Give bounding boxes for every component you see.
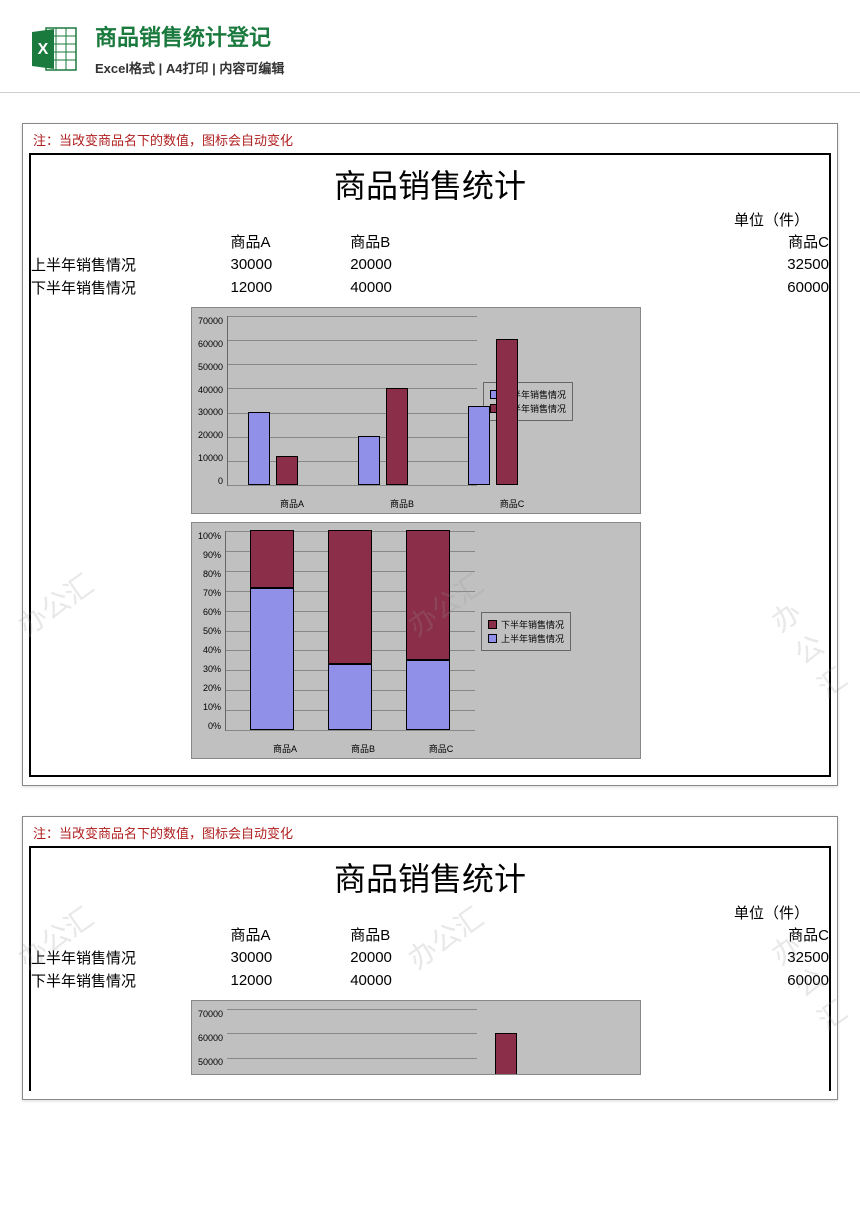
chart1-yaxis: 700006000050000400003000020000100000 xyxy=(198,316,227,486)
data-table: 商品A 商品B 商品C 上半年销售情况 30000 20000 32500 下半… xyxy=(31,230,829,299)
note-text: 注：当改变商品名下的数值，图标会自动变化 xyxy=(23,124,837,153)
data-table: 商品A 商品B 商品C 上半年销售情况 30000 20000 32500 下半… xyxy=(31,923,829,992)
note-text: 注：当改变商品名下的数值，图标会自动变化 xyxy=(23,817,837,846)
chart1-xaxis: 商品A商品B商品C xyxy=(192,494,640,513)
cell: 30000 xyxy=(231,253,351,276)
col-header: 商品B xyxy=(350,230,653,253)
unit-label: 单位（件） xyxy=(31,209,829,230)
table-header-row: 商品A 商品B 商品C xyxy=(31,230,829,253)
app-header: X 商品销售统计登记 Excel格式 | A4打印 | 内容可编辑 xyxy=(0,0,860,92)
row-label: 下半年销售情况 xyxy=(31,276,231,299)
cell: 12000 xyxy=(231,276,351,299)
chart-grouped-bar-partial: 700006000050000 xyxy=(191,1000,641,1075)
header-title: 商品销售统计登记 xyxy=(95,20,284,52)
page-2: 注：当改变商品名下的数值，图标会自动变化 商品销售统计 单位（件） 商品A 商品… xyxy=(22,816,838,1100)
cell: 60000 xyxy=(653,276,829,299)
header-meta: Excel格式 | A4打印 | 内容可编辑 xyxy=(95,58,284,77)
chart-stacked-bar: 100%90%80%70%60%50%40%30%20%10%0% 下半年销售情… xyxy=(191,522,641,759)
table-row: 下半年销售情况 12000 40000 60000 xyxy=(31,276,829,299)
chart2-plot xyxy=(225,531,475,731)
col-header: 商品C xyxy=(653,230,829,253)
chart-partial-plot xyxy=(227,1009,477,1075)
chart-grouped-bar: 700006000050000400003000020000100000 上半年… xyxy=(191,307,641,514)
cell: 32500 xyxy=(653,253,829,276)
table-row: 上半年销售情况 30000 20000 32500 xyxy=(31,253,829,276)
cell: 40000 xyxy=(350,276,653,299)
chart2-yaxis: 100%90%80%70%60%50%40%30%20%10%0% xyxy=(198,531,225,731)
chart1-plot xyxy=(227,316,477,486)
doc-title: 商品销售统计 xyxy=(31,848,829,902)
chart2-xaxis: 商品A商品B商品C xyxy=(192,739,640,758)
chart2-legend: 下半年销售情况上半年销售情况 xyxy=(481,612,571,651)
row-label: 上半年销售情况 xyxy=(31,253,231,276)
doc-title: 商品销售统计 xyxy=(31,155,829,209)
page-1: 注：当改变商品名下的数值，图标会自动变化 商品销售统计 单位（件） 商品A 商品… xyxy=(22,123,838,786)
svg-text:X: X xyxy=(38,41,49,58)
header-text: 商品销售统计登记 Excel格式 | A4打印 | 内容可编辑 xyxy=(95,20,284,77)
divider xyxy=(0,92,860,93)
excel-icon: X xyxy=(30,24,80,74)
col-header: 商品A xyxy=(231,230,351,253)
cell: 20000 xyxy=(350,253,653,276)
unit-label: 单位（件） xyxy=(31,902,829,923)
chart-partial-yaxis: 700006000050000 xyxy=(198,1009,227,1075)
